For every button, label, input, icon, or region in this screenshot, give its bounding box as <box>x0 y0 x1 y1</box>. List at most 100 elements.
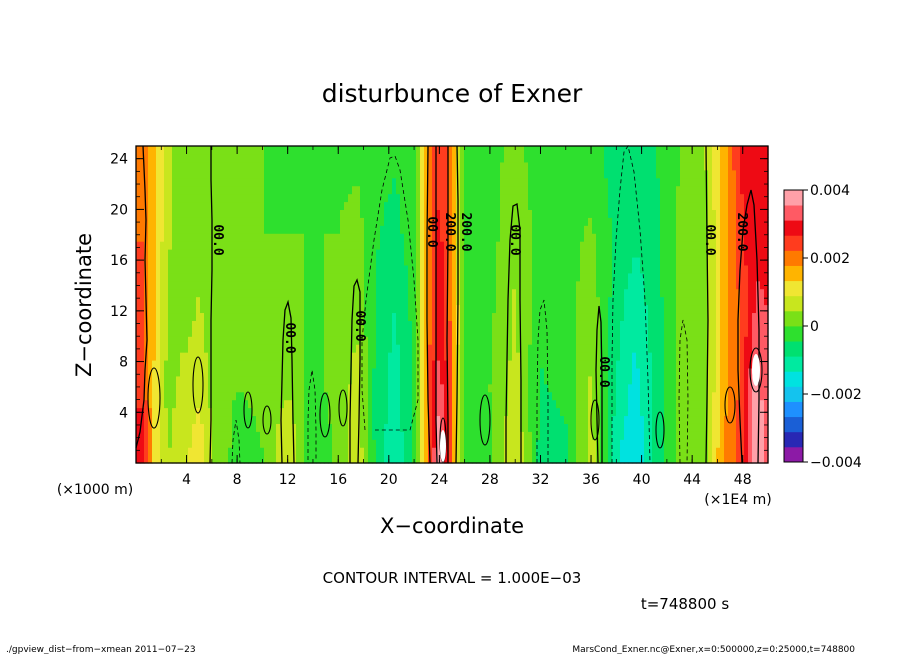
field-cell <box>368 249 373 258</box>
field-cell <box>428 193 433 203</box>
field-cell <box>516 328 521 337</box>
field-cell <box>320 352 325 361</box>
field-cell <box>320 225 325 234</box>
field-cell <box>280 439 285 448</box>
field-cell <box>348 146 353 155</box>
field-cell <box>200 352 205 361</box>
field-cell <box>624 455 629 464</box>
field-cell <box>156 336 161 345</box>
field-cell <box>412 272 417 282</box>
field-cell <box>568 193 573 203</box>
field-cell <box>164 399 169 409</box>
field-cell <box>452 407 457 417</box>
field-cell <box>548 241 553 250</box>
field-cell <box>356 383 361 393</box>
field-cell <box>528 169 533 179</box>
field-cell <box>404 383 409 393</box>
field-cell <box>436 344 441 353</box>
field-cell <box>548 280 553 290</box>
field-cell <box>456 431 461 440</box>
field-cell <box>300 288 305 298</box>
field-cell <box>392 288 397 298</box>
field-cell <box>500 153 505 163</box>
field-cell <box>272 177 277 187</box>
field-cell <box>360 415 365 424</box>
field-cell <box>152 431 157 440</box>
field-cell <box>368 336 373 345</box>
field-cell <box>604 217 609 226</box>
field-cell <box>492 367 497 377</box>
field-cell <box>564 185 569 195</box>
field-cell <box>168 264 173 274</box>
field-cell <box>208 233 213 242</box>
field-cell <box>380 217 385 226</box>
field-cell <box>592 447 597 456</box>
field-cell <box>152 161 157 171</box>
field-cell <box>336 304 341 314</box>
field-cell <box>572 431 577 440</box>
field-cell <box>544 383 549 393</box>
field-cell <box>544 169 549 179</box>
field-cell <box>368 359 373 369</box>
field-cell <box>420 328 425 337</box>
field-cell <box>276 375 281 385</box>
field-cell <box>236 312 241 321</box>
field-cell <box>228 153 233 163</box>
field-cell <box>624 336 629 345</box>
field-cell <box>216 423 221 432</box>
field-cell <box>260 320 265 329</box>
field-cell <box>496 312 501 321</box>
field-cell <box>564 217 569 226</box>
field-cell <box>560 407 565 417</box>
field-cell <box>284 256 289 266</box>
field-cell <box>212 177 217 187</box>
field-cell <box>624 296 629 306</box>
field-cell <box>164 161 169 171</box>
field-cell <box>240 344 245 353</box>
field-cell <box>408 280 413 290</box>
field-cell <box>284 320 289 329</box>
field-cell <box>196 344 201 353</box>
field-cell <box>188 312 193 321</box>
field-cell <box>428 217 433 226</box>
field-cell <box>212 241 217 250</box>
field-cell <box>308 328 313 337</box>
field-cell <box>492 415 497 424</box>
field-cell <box>220 407 225 417</box>
field-cell <box>232 352 237 361</box>
field-cell <box>472 296 477 306</box>
field-cell <box>492 153 497 163</box>
field-cell <box>400 249 405 258</box>
field-cell <box>536 288 541 298</box>
field-cell <box>280 423 285 432</box>
field-cell <box>360 209 365 218</box>
field-cell <box>632 201 637 210</box>
field-cell <box>248 209 253 218</box>
field-cell <box>540 177 545 187</box>
field-cell <box>136 304 141 314</box>
field-cell <box>496 447 501 456</box>
field-cell <box>556 336 561 345</box>
field-cell <box>484 455 489 464</box>
field-cell <box>476 146 481 155</box>
field-cell <box>264 344 269 353</box>
field-cell <box>228 193 233 203</box>
field-cell <box>380 352 385 361</box>
field-cell <box>484 336 489 345</box>
field-cell <box>288 415 293 424</box>
field-cell <box>488 288 493 298</box>
field-cell <box>164 344 169 353</box>
field-cell <box>308 344 313 353</box>
field-cell <box>192 209 197 218</box>
field-cell <box>504 217 509 226</box>
field-cell <box>364 383 369 393</box>
field-cell <box>576 399 581 409</box>
field-cell <box>160 328 165 337</box>
field-cell <box>492 344 497 353</box>
field-cell <box>292 185 297 195</box>
field-cell <box>320 264 325 274</box>
field-cell <box>472 201 477 210</box>
field-cell <box>292 209 297 218</box>
field-cell <box>296 391 301 401</box>
field-cell <box>180 209 185 218</box>
